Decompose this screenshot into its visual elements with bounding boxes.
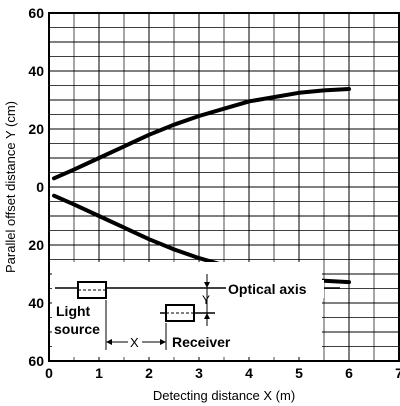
y-tick-label: 0 <box>36 179 44 195</box>
series-line-1 <box>52 87 351 181</box>
plot-frame <box>48 12 400 362</box>
y-dimension-label: Y <box>202 293 210 307</box>
x-dimension-label: X <box>130 335 139 350</box>
x-tick-label: 5 <box>295 365 303 381</box>
light-source-label-line1: Light <box>56 303 91 319</box>
x-tick-label: 6 <box>345 365 353 381</box>
x-tick-label: 0 <box>45 365 53 381</box>
series-group <box>52 87 351 285</box>
y-tick-label: 20 <box>28 121 44 137</box>
receiver-label: Receiver <box>172 334 231 350</box>
receiver-box <box>165 304 195 322</box>
inset-diagram: X Y Optical axis Light source Receiver <box>52 262 340 357</box>
y-tick-label: 40 <box>28 63 44 79</box>
tick-labels: 0 1 2 3 4 5 6 7 60 40 20 0 20 40 60 <box>28 5 400 381</box>
x-tick-label: 1 <box>95 365 103 381</box>
x-tick-label: 4 <box>245 365 253 381</box>
x-tick-label: 2 <box>145 365 153 381</box>
light-source-box <box>77 281 107 299</box>
x-arrow-left <box>106 339 112 345</box>
x-axis-label: Detecting distance X (m) <box>153 388 295 403</box>
x-tick-label: 7 <box>395 365 400 381</box>
y-tick-label: 60 <box>28 5 44 21</box>
optical-axis-label-bg <box>226 280 324 298</box>
x-label-bg <box>128 334 142 350</box>
y-axis-label: Parallel offset distance Y (cm) <box>3 101 18 273</box>
x-arrow-right <box>160 339 166 345</box>
y-arrow-top <box>204 282 210 288</box>
y-tick-label: 40 <box>28 295 44 311</box>
optical-axis-label: Optical axis <box>228 281 307 297</box>
y-tick-label: 20 <box>28 237 44 253</box>
x-tick-label: 3 <box>195 365 203 381</box>
light-source-label-line2: source <box>54 321 100 337</box>
y-arrow-bottom <box>204 313 210 319</box>
y-tick-label: 60 <box>28 353 44 369</box>
